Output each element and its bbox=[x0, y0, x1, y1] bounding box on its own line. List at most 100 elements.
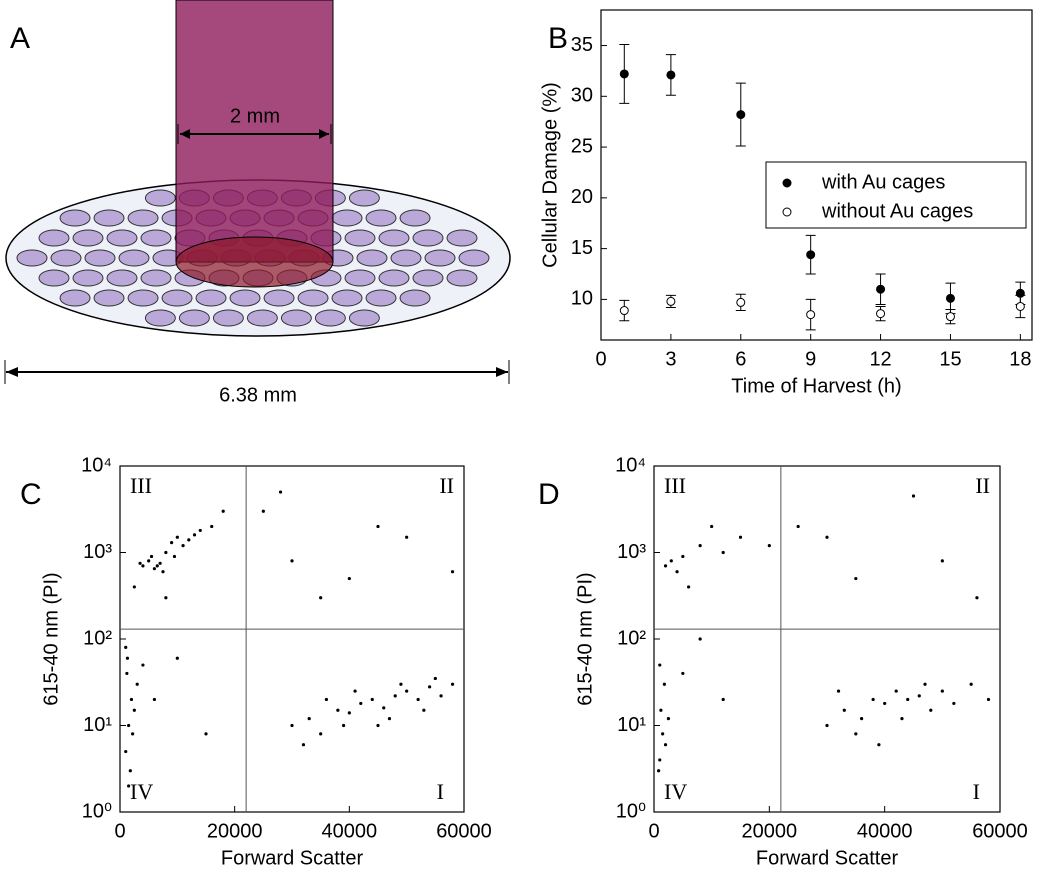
y-tick-label: 10⁴ bbox=[615, 454, 646, 476]
event bbox=[149, 554, 154, 559]
cell bbox=[144, 189, 176, 207]
event bbox=[675, 570, 679, 574]
event bbox=[387, 717, 392, 721]
event bbox=[698, 637, 702, 641]
marker bbox=[945, 312, 955, 322]
event bbox=[796, 524, 800, 529]
cell bbox=[38, 269, 70, 287]
event bbox=[125, 656, 130, 660]
event bbox=[155, 564, 159, 568]
marker bbox=[666, 70, 676, 80]
event bbox=[439, 694, 443, 698]
event bbox=[135, 682, 139, 686]
event bbox=[923, 682, 927, 686]
y-tick-label: 10² bbox=[617, 627, 646, 649]
quadrant-label: II bbox=[975, 473, 990, 498]
event bbox=[663, 743, 668, 747]
cell bbox=[365, 289, 397, 307]
event bbox=[152, 567, 156, 571]
cell bbox=[399, 289, 431, 307]
cell bbox=[229, 289, 261, 307]
x-tick-label: 0 bbox=[595, 348, 606, 370]
cell bbox=[72, 229, 104, 247]
y-tick-label: 10² bbox=[83, 627, 112, 649]
event bbox=[131, 732, 135, 736]
event bbox=[128, 769, 132, 773]
panel-label: A bbox=[10, 22, 30, 55]
event bbox=[127, 723, 131, 728]
quadrant-label: II bbox=[439, 473, 454, 498]
legend-label: without Au cages bbox=[821, 200, 973, 222]
x-tick-label: 60000 bbox=[972, 820, 1028, 842]
event bbox=[836, 689, 841, 693]
event bbox=[659, 708, 663, 712]
marker bbox=[736, 110, 746, 120]
event bbox=[940, 559, 944, 563]
cell bbox=[246, 309, 278, 327]
event bbox=[666, 717, 671, 721]
y-tick-label: 10⁰ bbox=[82, 800, 112, 822]
y-tick-label: 10¹ bbox=[617, 714, 646, 736]
cell bbox=[412, 269, 444, 287]
cell bbox=[106, 269, 138, 287]
cell bbox=[106, 229, 138, 247]
y-axis-label: 615-40 nm (PI) bbox=[40, 572, 62, 705]
event bbox=[124, 749, 128, 754]
event bbox=[324, 697, 328, 702]
event bbox=[767, 544, 771, 548]
event bbox=[738, 535, 743, 539]
event bbox=[353, 689, 357, 693]
cell bbox=[140, 229, 172, 247]
marker bbox=[619, 306, 629, 316]
event bbox=[210, 524, 214, 529]
event bbox=[721, 697, 725, 702]
marker bbox=[876, 284, 886, 294]
cell bbox=[212, 309, 244, 327]
event bbox=[221, 509, 225, 513]
event bbox=[172, 554, 177, 559]
marker bbox=[736, 297, 746, 307]
quadrant-label: IV bbox=[664, 779, 687, 804]
event bbox=[198, 528, 202, 533]
event bbox=[124, 645, 128, 649]
event bbox=[825, 723, 829, 728]
cell bbox=[50, 249, 82, 267]
event bbox=[428, 685, 432, 689]
event bbox=[405, 535, 409, 539]
beam-spot bbox=[175, 236, 334, 288]
event bbox=[710, 524, 714, 529]
event bbox=[698, 544, 702, 548]
event bbox=[125, 671, 129, 676]
y-tick-label: 35 bbox=[571, 34, 593, 56]
event bbox=[319, 732, 323, 736]
x-axis-label: Time of Harvest (h) bbox=[731, 375, 901, 397]
event bbox=[917, 694, 921, 698]
x-axis-label: Forward Scatter bbox=[756, 847, 899, 869]
cell bbox=[424, 249, 456, 267]
event bbox=[405, 689, 409, 693]
cell bbox=[365, 209, 397, 227]
event bbox=[900, 717, 904, 721]
quadrant-label: I bbox=[437, 779, 444, 804]
event bbox=[370, 697, 374, 702]
beam bbox=[175, 0, 334, 263]
marker bbox=[806, 310, 816, 320]
event bbox=[138, 561, 142, 565]
event bbox=[170, 541, 174, 545]
event bbox=[657, 769, 661, 773]
y-tick-label: 25 bbox=[571, 135, 593, 157]
cell bbox=[38, 229, 70, 247]
event bbox=[658, 758, 662, 762]
cell bbox=[344, 229, 376, 247]
event bbox=[969, 682, 973, 686]
marker bbox=[876, 309, 886, 319]
y-tick-label: 30 bbox=[571, 85, 593, 107]
event bbox=[687, 585, 691, 589]
plot-frame bbox=[653, 465, 1001, 813]
event bbox=[825, 535, 829, 539]
event bbox=[342, 723, 346, 728]
event bbox=[416, 697, 420, 702]
event bbox=[301, 743, 306, 747]
dish-width-label: 6.38 mm bbox=[219, 384, 297, 406]
cell bbox=[127, 289, 159, 307]
